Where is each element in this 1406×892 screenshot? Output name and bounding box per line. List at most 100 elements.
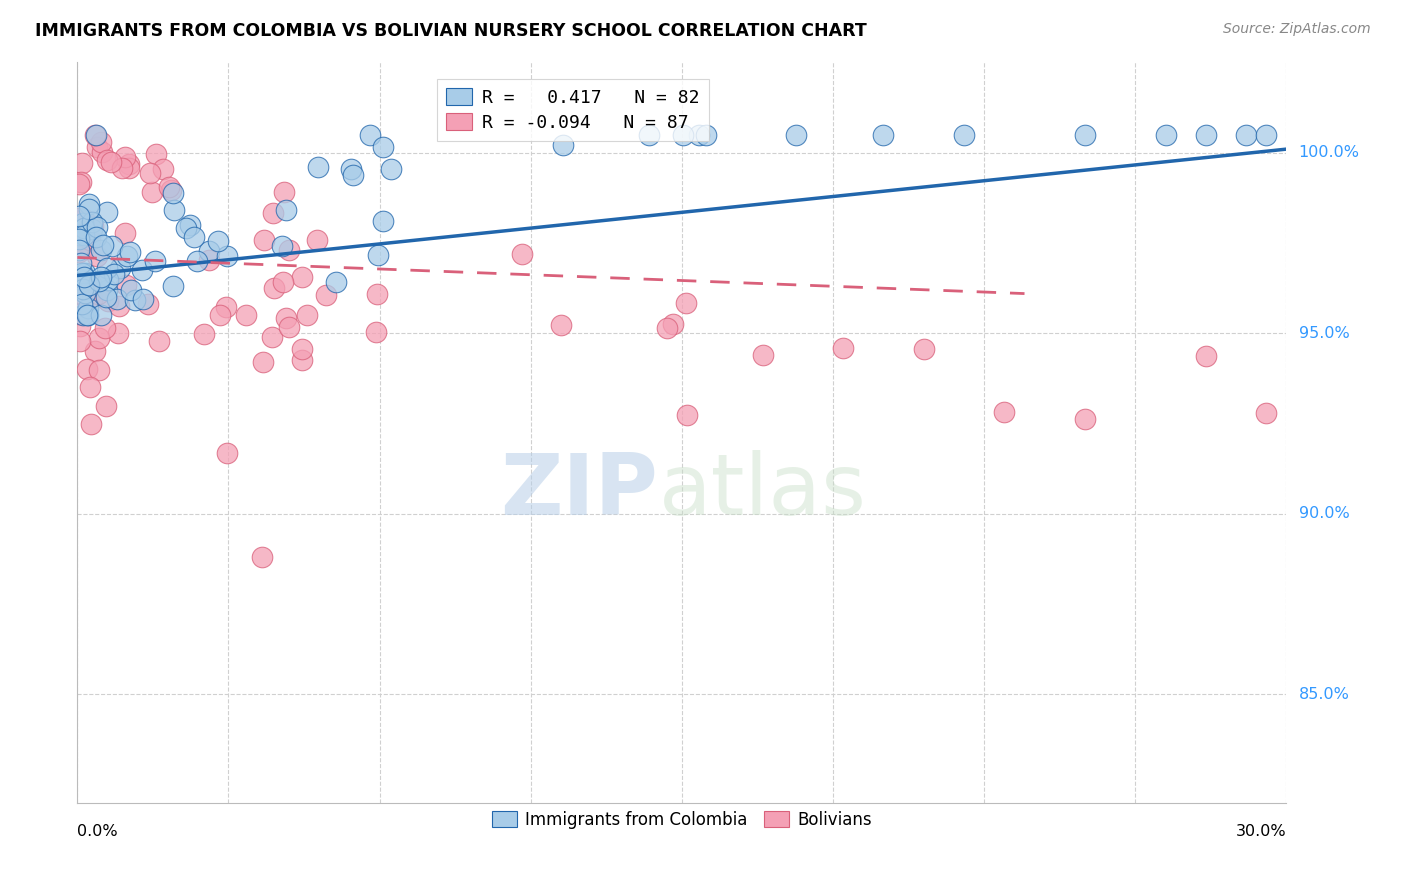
Point [163,203,186,218]
Point [215,446,238,460]
Text: IMMIGRANTS FROM COLOMBIA VS BOLIVIAN NURSERY SCHOOL CORRELATION CHART: IMMIGRANTS FROM COLOMBIA VS BOLIVIAN NUR… [35,22,868,40]
Point [148,334,170,348]
Point [80,292,103,306]
Point [207,234,229,248]
Point [278,243,301,257]
Point [1256,406,1278,420]
Point [96,153,118,168]
Point [131,263,153,277]
Point [89,274,111,288]
Point [72,228,94,243]
Point [1234,128,1257,142]
Point [832,341,855,355]
Point [250,550,273,565]
Point [553,137,575,152]
Point [120,283,142,297]
Point [79,278,101,293]
Point [84,128,107,142]
Point [159,184,181,198]
Point [115,249,138,263]
Point [114,226,136,240]
Point [340,162,363,177]
Point [193,326,215,341]
Point [70,297,93,311]
Point [69,319,91,334]
Point [100,155,122,169]
Point [67,209,90,223]
Point [366,326,388,340]
Point [115,278,138,293]
Point [67,307,90,321]
Point [67,228,90,243]
Point [672,128,695,142]
Point [77,301,100,316]
Point [97,294,120,309]
Point [67,272,90,286]
Point [277,319,299,334]
Point [84,344,107,359]
Point [94,321,117,335]
Point [89,331,111,345]
Point [118,161,141,175]
Point [96,399,118,413]
Point [179,219,201,233]
Point [86,249,108,263]
Point [139,166,162,180]
Point [79,380,101,394]
Point [90,145,112,160]
Point [366,287,388,301]
Point [1195,128,1218,142]
Point [76,308,98,322]
Point [96,283,118,297]
Point [77,196,100,211]
Point [96,205,118,219]
Point [73,228,96,243]
Point [84,128,107,142]
Point [1074,128,1097,142]
Point [114,150,136,164]
Point [342,168,364,182]
Point [695,128,717,142]
Point [141,185,163,199]
Point [993,405,1015,419]
Point [215,300,238,314]
Point [162,279,184,293]
Point [263,280,285,294]
Point [80,277,103,292]
Point [138,297,160,311]
Point [87,362,110,376]
Point [307,160,329,174]
Point [77,308,100,322]
Point [86,140,108,154]
Point [638,128,661,142]
Point [174,221,197,235]
Point [252,355,274,369]
Point [872,128,894,142]
Point [186,254,208,268]
Point [73,285,96,300]
Point [270,238,292,252]
Text: Source: ZipAtlas.com: Source: ZipAtlas.com [1223,22,1371,37]
Point [67,211,90,226]
Point [157,180,180,194]
Point [145,147,167,161]
Point [108,261,131,276]
Point [209,308,232,322]
Point [550,318,572,333]
Point [371,140,394,154]
Point [69,256,91,270]
Text: 30.0%: 30.0% [1236,824,1286,839]
Point [1074,411,1097,425]
Point [953,128,976,142]
Point [183,229,205,244]
Point [675,296,697,310]
Point [198,244,221,259]
Point [73,220,96,235]
Point [367,247,389,261]
Point [90,270,112,285]
Point [262,206,284,220]
Point [198,253,221,268]
Point [79,233,101,247]
Point [291,343,314,357]
Point [217,249,239,263]
